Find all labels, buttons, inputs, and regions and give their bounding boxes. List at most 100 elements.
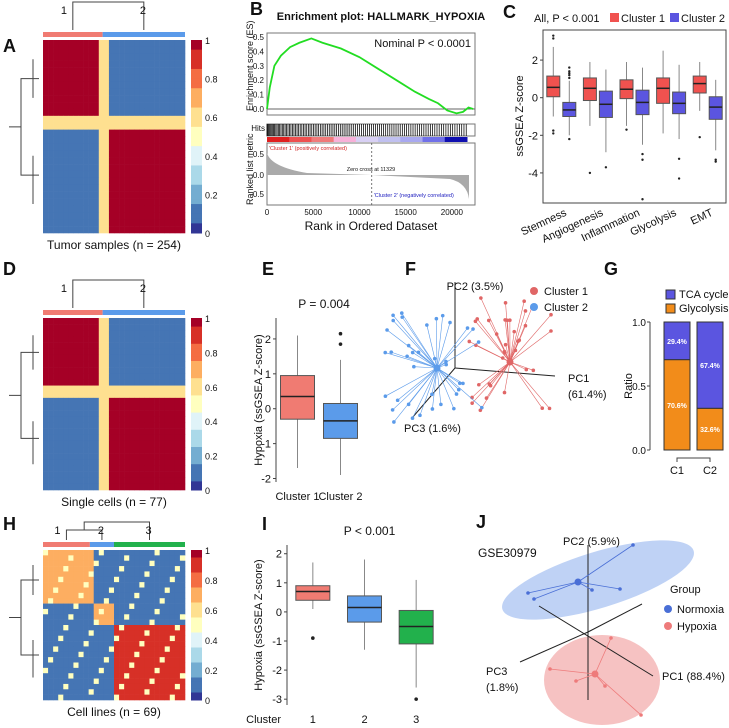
- heatmap-cell: [124, 115, 130, 124]
- heatmap-cell: [149, 555, 155, 562]
- heatmap-cell: [93, 619, 100, 626]
- heatmap-cell: [73, 67, 79, 75]
- cluster-link: [509, 361, 550, 409]
- heatmap-cell: [114, 683, 120, 690]
- sample-point: [548, 667, 552, 671]
- heatmap-cell: [48, 150, 54, 158]
- heatmap-cell: [78, 635, 84, 642]
- colorbar-segment: [191, 382, 202, 388]
- heatmap-cell: [139, 184, 145, 192]
- heatmap-cell: [78, 678, 84, 685]
- heatmap-cell: [68, 404, 74, 411]
- heatmap-cell: [108, 587, 115, 594]
- heatmap-cell: [58, 630, 64, 637]
- heatmap-cell: [88, 157, 95, 165]
- y-tick-label: 0.4: [253, 47, 265, 56]
- heatmap-cell: [164, 404, 171, 411]
- heatmap-cell: [43, 170, 49, 179]
- x-tick-label: 0: [265, 208, 270, 217]
- heatmap-cell: [73, 483, 79, 491]
- heatmap-cell: [154, 625, 160, 631]
- heatmap-cell: [129, 416, 135, 423]
- heatmap-cell: [114, 205, 120, 213]
- heatmap-cell: [98, 603, 105, 610]
- heatmap-cell: [164, 619, 171, 626]
- heatmap-cell: [114, 465, 120, 472]
- heatmap-cell: [98, 673, 105, 679]
- heatmap-cell: [169, 625, 176, 631]
- heatmap-cell: [48, 465, 54, 472]
- heatmap-cell: [129, 422, 135, 429]
- heatmap-cell: [129, 566, 135, 572]
- heatmap-cell: [114, 641, 120, 647]
- heatmap-cell: [119, 379, 125, 386]
- heatmap-cell: [124, 667, 130, 674]
- heatmap-cell: [88, 576, 95, 583]
- heatmap-cell: [139, 348, 145, 356]
- heatmap-cell: [119, 428, 125, 436]
- heatmap-cell: [78, 219, 84, 227]
- heatmap-cell: [174, 354, 181, 362]
- heatmap-cell: [68, 129, 74, 137]
- x-tick-label: 20000: [441, 208, 464, 217]
- sample-link: [577, 581, 621, 590]
- heatmap-cell: [68, 667, 74, 674]
- y-axis-label: Ratio: [623, 373, 635, 399]
- heatmap-cell: [149, 598, 155, 604]
- heatmap-cell: [139, 136, 145, 144]
- sample-point: [478, 408, 483, 413]
- heatmap-cell: [139, 483, 145, 491]
- heatmap-cell: [129, 46, 135, 55]
- cluster-link: [509, 314, 552, 363]
- heatmap-cell: [108, 177, 115, 186]
- box-0-box: [546, 75, 561, 98]
- heatmap-cell: [154, 170, 160, 179]
- heatmap-cell: [139, 198, 145, 206]
- heatmap-cell: [73, 603, 79, 610]
- outlier-point: [568, 70, 571, 73]
- heatmap-cell: [179, 630, 186, 637]
- heatmap-cell: [103, 95, 110, 103]
- colorbar-segment: [191, 64, 202, 70]
- heatmap-cell: [139, 212, 145, 220]
- heatmap-cell: [129, 330, 135, 337]
- heatmap-cell: [43, 404, 49, 411]
- heatmap-cell: [134, 662, 140, 669]
- heatmap-cell: [179, 422, 186, 429]
- heatmap-cell: [63, 667, 69, 674]
- significance-header: All, P < 0.001: [534, 13, 600, 25]
- heatmap-cell: [164, 646, 171, 653]
- colorbar-segment: [191, 352, 202, 358]
- heatmap-cell: [169, 646, 176, 653]
- legend-swatch: [665, 303, 676, 314]
- heatmap-cell: [73, 555, 79, 562]
- heatmap-cell: [83, 122, 89, 130]
- heatmap-cell: [164, 391, 171, 399]
- heatmap-cell: [149, 566, 155, 572]
- heatmap-cell: [129, 219, 135, 227]
- heatmap-cell: [164, 598, 171, 604]
- heatmap-cell: [169, 550, 176, 556]
- heatmap-cell: [103, 689, 110, 695]
- heatmap-cell: [68, 67, 74, 75]
- heatmap-cell: [73, 440, 79, 448]
- heatmap-cell: [93, 88, 100, 96]
- heatmap-cell: [159, 587, 166, 594]
- pc3-axis: [519, 631, 589, 663]
- heatmap-cell: [169, 662, 176, 669]
- heatmap-cell: [139, 74, 145, 82]
- heatmap-cell: [144, 440, 150, 448]
- heatmap-cell: [179, 88, 186, 96]
- heatmap-cell: [144, 434, 150, 442]
- heatmap-cell: [73, 630, 79, 637]
- heatmap-cell: [129, 129, 135, 137]
- sample-point: [444, 359, 448, 364]
- heatmap-cell: [53, 651, 59, 658]
- heatmap-cell: [124, 694, 130, 701]
- heatmap-cell: [68, 651, 74, 658]
- heatmap-cell: [73, 348, 79, 356]
- heatmap-cell: [63, 630, 69, 637]
- heatmap-cell: [108, 651, 115, 658]
- heatmap-cell: [114, 391, 120, 399]
- heatmap-cell: [93, 184, 100, 192]
